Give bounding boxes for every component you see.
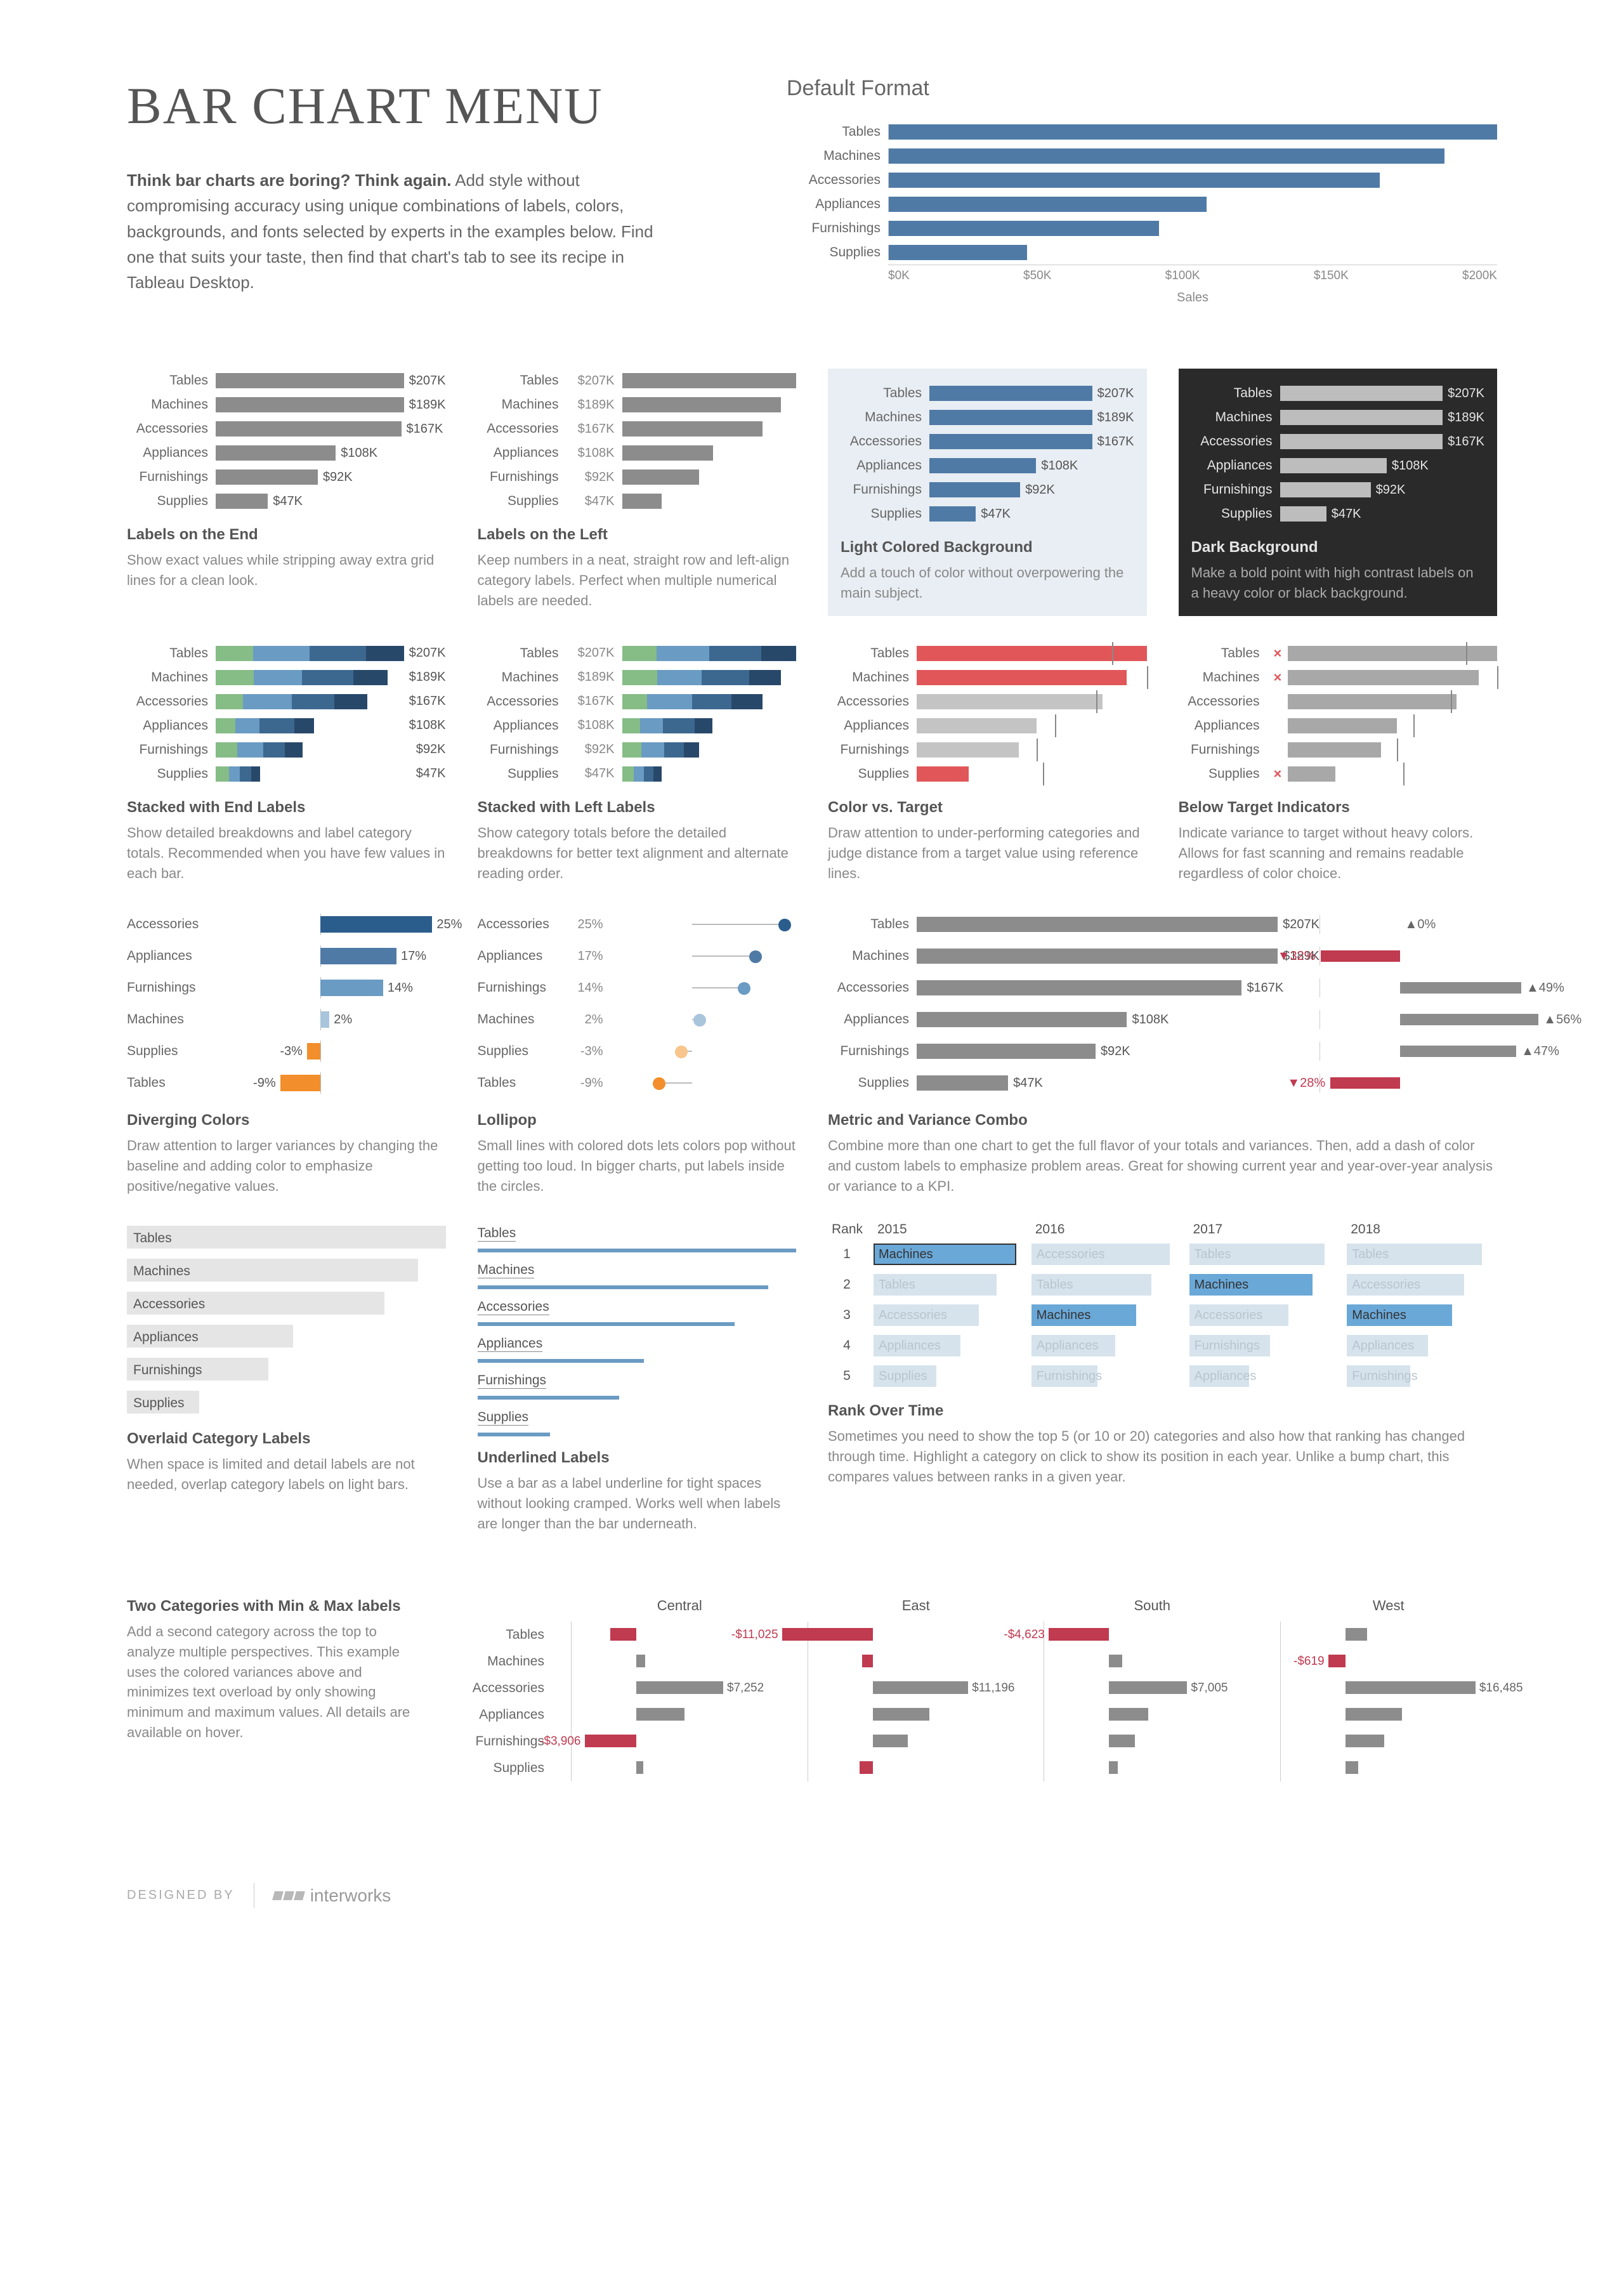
default-format-chart: TablesMachinesAccessoriesAppliancesFurni… (787, 120, 1497, 305)
labels-end-chart: Tables$207KMachines$189KAccessories$167K… (127, 369, 446, 513)
tile-two-cat-text: Two Categories with Min & Max labels Add… (127, 1598, 419, 1782)
labels-end-desc: Show exact values while stripping away e… (127, 550, 446, 591)
diverging-chart: Accessories25%Appliances17%Furnishings14… (127, 909, 446, 1099)
tile-dark-bg: Tables$207KMachines$189KAccessories$167K… (1179, 369, 1498, 616)
dark-bg-title: Dark Background (1191, 539, 1485, 556)
two-cat-chart: CentralEastSouthWestTables-$11,025-$4,62… (450, 1598, 1497, 1782)
rank-desc: Sometimes you need to show the top 5 (or… (828, 1426, 1497, 1487)
below-target-title: Below Target Indicators (1179, 799, 1498, 817)
dark-bg-desc: Make a bold point with high contrast lab… (1191, 563, 1485, 603)
two-cat-desc: Add a second category across the top to … (127, 1622, 419, 1743)
page-title: BAR CHART MENU (127, 76, 749, 136)
color-target-desc: Draw attention to under-performing categ… (828, 823, 1147, 884)
color-target-title: Color vs. Target (828, 799, 1147, 817)
stacked-end-title: Stacked with End Labels (127, 799, 446, 817)
default-format-title: Default Format (787, 76, 1497, 101)
footer-designed-by: DESIGNED BY (127, 1888, 235, 1903)
intro-bold: Think bar charts are boring? Think again… (127, 171, 451, 190)
intro-text: Think bar charts are boring? Think again… (127, 167, 685, 295)
stacked-left-chart: Tables$207KMachines$189KAccessories$167K… (478, 641, 797, 786)
overlaid-title: Overlaid Category Labels (127, 1430, 446, 1448)
tile-stacked-left: Tables$207KMachines$189KAccessories$167K… (478, 641, 797, 884)
tile-lollipop: Accessories25%Appliances17%Furnishings14… (478, 909, 797, 1197)
light-bg-chart: Tables$207KMachines$189KAccessories$167K… (841, 381, 1134, 526)
stacked-left-desc: Show category totals before the detailed… (478, 823, 797, 884)
interworks-logo: interworks (273, 1886, 391, 1906)
tile-overlaid: TablesMachinesAccessoriesAppliancesFurni… (127, 1222, 446, 1534)
rank-title: Rank Over Time (828, 1402, 1497, 1420)
footer: DESIGNED BY interworks (127, 1883, 1497, 1908)
lollipop-chart: Accessories25%Appliances17%Furnishings14… (478, 909, 797, 1099)
tile-underlined: TablesMachinesAccessoriesAppliancesFurni… (478, 1222, 797, 1534)
color-target-chart: TablesMachinesAccessoriesAppliancesFurni… (828, 641, 1147, 786)
lollipop-title: Lollipop (478, 1112, 797, 1129)
metric-variance-desc: Combine more than one chart to get the f… (828, 1136, 1497, 1197)
tile-rank: Rank20152016201720181MachinesAccessories… (828, 1222, 1497, 1534)
tile-below-target: Tables×Machines×Accessories×Appliances×F… (1179, 641, 1498, 884)
stacked-end-chart: Tables$207KMachines$189KAccessories$167K… (127, 641, 446, 786)
rank-chart: Rank20152016201720181MachinesAccessories… (828, 1222, 1497, 1389)
tile-light-bg: Tables$207KMachines$189KAccessories$167K… (828, 369, 1147, 616)
tile-diverging: Accessories25%Appliances17%Furnishings14… (127, 909, 446, 1197)
two-cat-title: Two Categories with Min & Max labels (127, 1598, 419, 1615)
labels-left-desc: Keep numbers in a neat, straight row and… (478, 550, 797, 611)
metric-variance-title: Metric and Variance Combo (828, 1112, 1497, 1129)
tile-stacked-end: Tables$207KMachines$189KAccessories$167K… (127, 641, 446, 884)
overlaid-desc: When space is limited and detail labels … (127, 1454, 446, 1495)
tile-color-target: TablesMachinesAccessoriesAppliancesFurni… (828, 641, 1147, 884)
labels-end-title: Labels on the End (127, 526, 446, 544)
labels-left-title: Labels on the Left (478, 526, 797, 544)
diverging-title: Diverging Colors (127, 1112, 446, 1129)
interworks-brand: interworks (310, 1886, 391, 1906)
underlined-title: Underlined Labels (478, 1449, 797, 1467)
underlined-desc: Use a bar as a label underline for tight… (478, 1473, 797, 1534)
labels-left-chart: Tables$207KMachines$189KAccessories$167K… (478, 369, 797, 513)
below-target-chart: Tables×Machines×Accessories×Appliances×F… (1179, 641, 1498, 786)
interworks-logo-icon (273, 1891, 304, 1900)
metric-variance-chart: Tables$207K▲0%Machines$189K▼32%Accessori… (828, 909, 1497, 1099)
tile-metric-variance: Tables$207K▲0%Machines$189K▼32%Accessori… (828, 909, 1497, 1197)
stacked-left-title: Stacked with Left Labels (478, 799, 797, 817)
tile-labels-left: Tables$207KMachines$189KAccessories$167K… (478, 369, 797, 616)
light-bg-title: Light Colored Background (841, 539, 1134, 556)
diverging-desc: Draw attention to larger variances by ch… (127, 1136, 446, 1197)
dark-bg-chart: Tables$207KMachines$189KAccessories$167K… (1191, 381, 1485, 526)
overlaid-chart: TablesMachinesAccessoriesAppliancesFurni… (127, 1222, 446, 1417)
lollipop-desc: Small lines with colored dots lets color… (478, 1136, 797, 1197)
stacked-end-desc: Show detailed breakdowns and label categ… (127, 823, 446, 884)
light-bg-desc: Add a touch of color without overpowerin… (841, 563, 1134, 603)
tile-labels-end: Tables$207KMachines$189KAccessories$167K… (127, 369, 446, 616)
below-target-desc: Indicate variance to target without heav… (1179, 823, 1498, 884)
underlined-chart: TablesMachinesAccessoriesAppliancesFurni… (478, 1222, 797, 1436)
